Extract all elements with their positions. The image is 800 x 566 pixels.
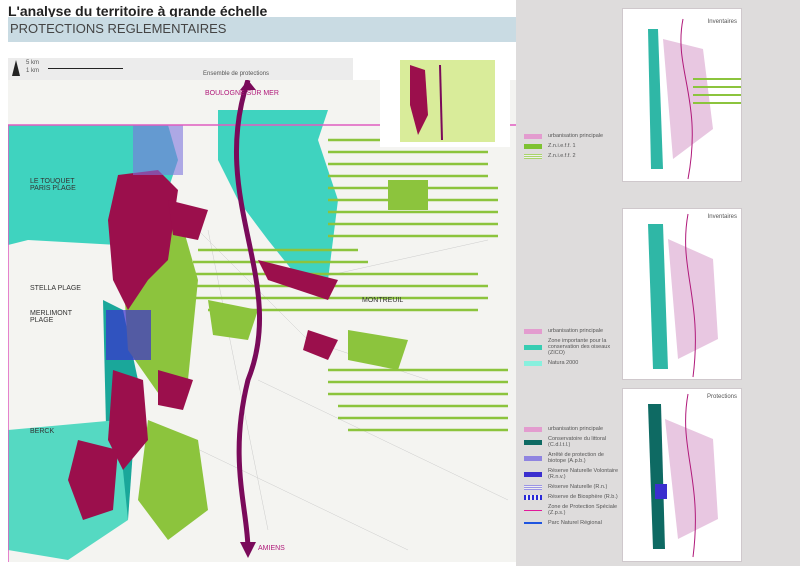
- legend-label: Arrêté de protection de biotope (A.p.b.): [548, 452, 604, 464]
- label-touquet: LE TOUQUET PARIS PLAGE: [30, 178, 76, 192]
- label-merlimont: MERLIMONT PLAGE: [30, 310, 72, 324]
- swatch: [524, 344, 542, 350]
- legend-item: Réserve de Biosphère (R.b.): [524, 494, 619, 500]
- legend-item: Parc Naturel Régional: [524, 520, 619, 526]
- biosphere-reserve: [106, 310, 151, 360]
- protections-map: Protections: [622, 388, 742, 562]
- legend-inventaires-1: urbanisation principale Z.n.i.e.f.f. 1 Z…: [524, 133, 619, 163]
- legend-item: Réserve Naturelle (R.n.): [524, 484, 619, 490]
- panel-title: Inventaires: [707, 214, 737, 220]
- legend-item: Z.n.i.e.f.f. 2: [524, 153, 619, 159]
- panel-title: Inventaires: [707, 19, 737, 25]
- north-arrow-icon: [12, 60, 20, 76]
- legend-label: Zone de Protection Spéciale (Z.p.s.): [548, 504, 618, 516]
- legend-label: urbanisation principale: [548, 328, 604, 334]
- legend-label: Réserve de Biosphère (R.b.): [548, 494, 618, 500]
- main-map: [8, 80, 516, 562]
- legend-label: Conservatoire du littoral (C.d.l.t.l.): [548, 436, 607, 448]
- scale-5km: 5 km: [26, 60, 40, 66]
- scale-line: [48, 68, 123, 69]
- inventaires-map-2: Inventaires: [622, 208, 742, 380]
- legend-label: Réserve Naturelle (R.n.): [548, 484, 608, 490]
- legend-label: Z.n.i.e.f.f. 2: [548, 153, 576, 159]
- legend-item: Arrêté de protection de biotope (A.p.b.): [524, 452, 619, 464]
- legend-label: urbanisation principale: [548, 426, 604, 432]
- label-boulogne: BOULOGNE SUR MER: [205, 90, 279, 97]
- poster-title: L'analyse du territoire à grande échelle: [8, 3, 268, 19]
- biotope-protection: [133, 125, 183, 175]
- scale-bar: 5 km 1 km Ensemble de protections: [8, 58, 353, 80]
- swatch: [524, 439, 542, 445]
- zico-north: [218, 110, 338, 290]
- poster-subtitle: PROTECTIONS REGLEMENTAIRES: [10, 21, 227, 36]
- swatch: [524, 471, 542, 477]
- legend-label: urbanisation principale: [548, 133, 604, 139]
- legend-item: urbanisation principale: [524, 426, 619, 432]
- route-arrow-boulogne-amiens: [233, 80, 263, 551]
- legend-item: urbanisation principale: [524, 328, 619, 334]
- inventaires-map-1: Inventaires: [622, 8, 742, 182]
- swatch: [524, 455, 542, 461]
- swatch: [524, 426, 542, 432]
- label-stella: STELLA PLAGE: [30, 285, 81, 292]
- scale-1km: 1 km: [26, 68, 40, 74]
- swatch: [524, 494, 542, 500]
- swatch: [524, 522, 542, 524]
- label-montreuil: MONTREUIL: [362, 297, 404, 304]
- legend-label: Zone importante pour la conservation des…: [548, 338, 611, 356]
- legend-label: Parc Naturel Régional: [548, 520, 602, 526]
- legend-label: Z.n.i.e.f.f. 1: [548, 143, 576, 149]
- legend-label: Natura 2000: [548, 360, 579, 366]
- legend-protections: urbanisation principale Conservatoire du…: [524, 426, 619, 530]
- legend-label: Réserve Naturelle Volontaire (R.n.v.): [548, 468, 619, 480]
- legend-item: Conservatoire du littoral (C.d.l.t.l.): [524, 436, 619, 448]
- legend-inventaires-2: urbanisation principale Zone importante …: [524, 328, 619, 370]
- legend-item: Natura 2000: [524, 360, 619, 366]
- urban-areas: [68, 170, 338, 520]
- swatch: [524, 509, 542, 511]
- panel-title: Protections: [706, 394, 737, 400]
- swatch: [524, 328, 542, 334]
- legend-item: Zone de Protection Spéciale (Z.p.s.): [524, 504, 619, 516]
- swatch: [524, 153, 542, 159]
- subtitle-band: [8, 17, 516, 42]
- swatch: [524, 133, 542, 139]
- legend-item: Zone importante pour la conservation des…: [524, 338, 619, 356]
- swatch: [524, 484, 542, 490]
- map-title: Ensemble de protections: [203, 71, 270, 77]
- legend-item: urbanisation principale: [524, 133, 619, 139]
- legend-item: Réserve Naturelle Volontaire (R.n.v.): [524, 468, 619, 480]
- swatch: [524, 360, 542, 366]
- inset-map: [380, 55, 510, 147]
- label-amiens: AMIENS: [258, 545, 285, 552]
- swatch: [524, 143, 542, 149]
- label-berck: BERCK: [30, 428, 55, 435]
- legend-item: Z.n.i.e.f.f. 1: [524, 143, 619, 149]
